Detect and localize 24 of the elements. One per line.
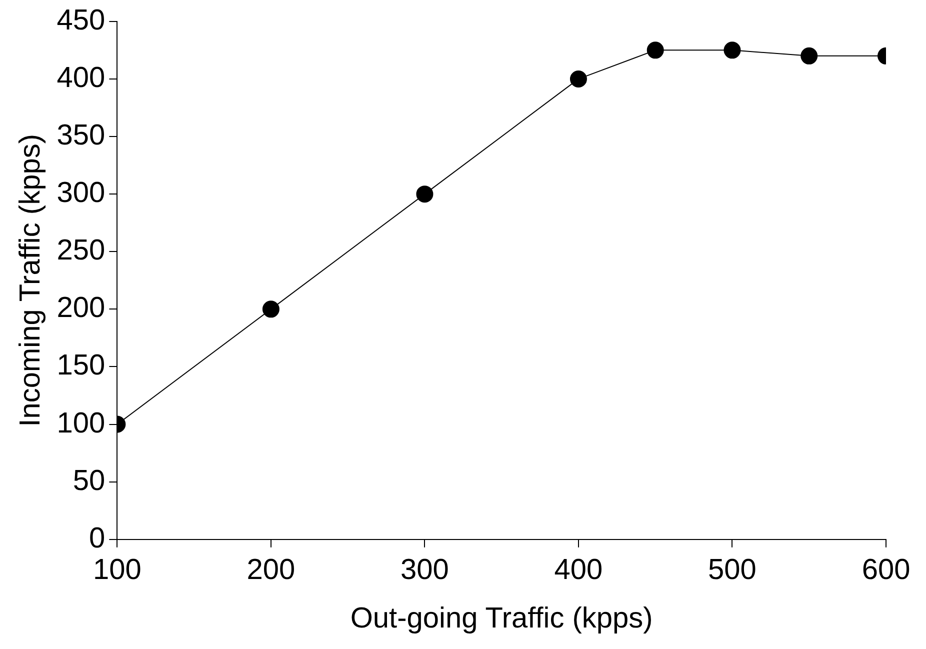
y-tick-label: 200 (56, 292, 106, 324)
x-tick-label: 600 (862, 554, 910, 586)
y-tick-label: 450 (56, 4, 106, 36)
y-tick-label: 250 (56, 234, 106, 267)
y-tick-label: 150 (56, 350, 106, 382)
point (262, 300, 280, 318)
y-tick-label: 350 (56, 120, 106, 152)
point (416, 186, 434, 203)
point (800, 47, 818, 64)
point (570, 70, 587, 88)
point (646, 42, 664, 59)
y-tick-label: 0 (89, 522, 106, 554)
y-axis-title: Incoming Traffic (kpps) (14, 134, 46, 427)
y-tick-label: 400 (56, 62, 106, 94)
y-tick-label: 50 (72, 464, 106, 497)
x-tick-label: 500 (708, 554, 756, 586)
x-tick-label: 400 (554, 554, 603, 586)
y-tick-label: 100 (56, 407, 106, 440)
x-tick-label: 100 (92, 554, 142, 586)
x-tick-label: 200 (246, 554, 296, 586)
x-axis-title: Out-going Traffic (kpps) (350, 602, 653, 635)
x-tick-label: 300 (400, 554, 449, 586)
y-tick-label: 300 (56, 177, 106, 210)
point (724, 42, 741, 59)
